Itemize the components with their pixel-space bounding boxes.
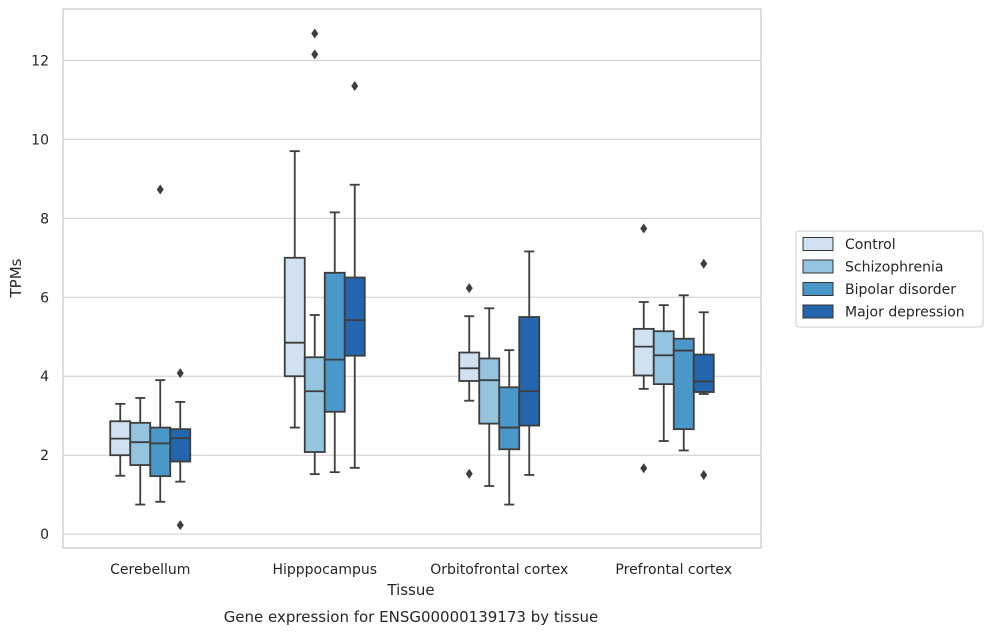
outlier-point <box>351 81 359 91</box>
box <box>672 337 695 431</box>
box-group <box>169 368 192 531</box>
box <box>518 316 541 427</box>
legend-label: Bipolar disorder <box>845 282 956 298</box>
outlier-point <box>640 223 648 234</box>
legend-swatch <box>802 282 834 296</box>
box-group <box>632 223 655 474</box>
box-group <box>458 283 481 479</box>
y-tick-label: 12 <box>31 53 49 69</box>
box <box>343 276 366 357</box>
outlier-point <box>465 468 473 479</box>
y-axis-label: TPMs <box>7 258 25 298</box>
box <box>149 426 172 478</box>
legend-swatch <box>802 304 834 319</box>
y-tick-label: 10 <box>31 132 49 148</box>
x-tick-label: Hipppocampus <box>272 562 377 578</box>
box <box>478 357 501 425</box>
box-group <box>323 211 346 474</box>
y-tick-label: 0 <box>40 527 49 543</box>
plot-frame <box>62 8 762 549</box>
outlier-point <box>700 258 708 269</box>
box-group <box>109 402 132 477</box>
box-group <box>303 28 326 476</box>
box <box>129 421 152 466</box>
box <box>498 386 521 451</box>
box-group <box>652 304 675 442</box>
legend-frame <box>795 230 984 328</box>
box <box>303 356 326 453</box>
box-group <box>692 258 715 480</box>
outlier-point <box>311 28 319 39</box>
legend-label: Schizophrenia <box>845 260 943 276</box>
outlier-point <box>311 49 319 60</box>
x-tick-label: Cerebellum <box>110 562 190 578</box>
box <box>283 256 306 378</box>
y-tick-label: 8 <box>40 211 49 227</box>
box <box>458 351 481 382</box>
y-tick-label: 2 <box>40 448 49 464</box>
outlier-point <box>156 184 164 195</box>
box <box>632 327 655 377</box>
box-group <box>672 294 695 452</box>
box-group <box>283 150 306 429</box>
box-group <box>129 397 152 506</box>
box <box>323 271 346 413</box>
outlier-point <box>465 283 473 294</box>
box-group <box>149 184 172 503</box>
box-group <box>478 307 501 487</box>
y-tick-label: 4 <box>40 369 49 385</box>
legend-label: Major depression <box>845 305 965 321</box>
box <box>652 330 675 386</box>
box <box>169 428 192 463</box>
legend-swatch <box>802 237 834 251</box>
legend-swatch <box>802 259 834 274</box>
x-axis-label: Tissue <box>386 581 434 599</box>
tick-labels: 0 2 4 6 8 10 12 Cerebellum Hipppocampus Orbitofro… <box>31 53 732 578</box>
boxes <box>109 28 715 531</box>
legend: Control Schizophrenia Bipolar disorder Majo… <box>795 230 984 328</box>
x-tick-label: Prefrontal cortex <box>615 562 732 578</box>
box-group <box>343 81 366 469</box>
chart-caption: Gene expression for ENSG00000139173 by t… <box>224 608 599 626</box>
outlier-point <box>176 368 184 379</box>
outlier-point <box>640 463 648 474</box>
outlier-point <box>176 520 184 531</box>
y-tick-label: 6 <box>40 290 49 306</box>
outlier-point <box>700 469 708 480</box>
box <box>692 353 715 393</box>
legend-label: Control <box>845 237 896 253</box>
box-group <box>498 349 521 506</box>
x-tick-label: Orbitofrontal cortex <box>430 562 568 578</box>
box-group <box>518 250 541 476</box>
